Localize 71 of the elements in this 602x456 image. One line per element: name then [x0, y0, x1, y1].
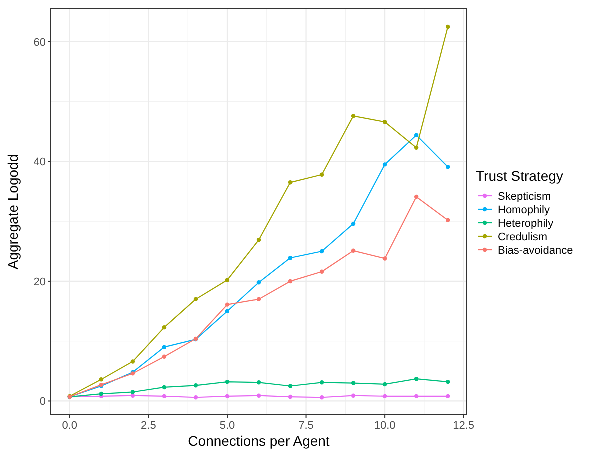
point — [288, 256, 293, 260]
x-tick-label: 5.0 — [220, 420, 236, 432]
point — [162, 354, 167, 360]
legend-label: Homophily — [498, 204, 550, 216]
point — [130, 390, 136, 394]
point — [162, 345, 167, 350]
point — [194, 297, 198, 302]
point — [288, 394, 293, 400]
legend-label: Credulism — [498, 232, 548, 244]
y-tick-label: 20 — [34, 276, 46, 288]
y-axis-title: Aggregate Logodd — [5, 154, 21, 270]
point — [320, 172, 324, 177]
point — [351, 114, 356, 118]
point — [194, 384, 198, 388]
point — [288, 180, 293, 185]
point — [162, 385, 167, 390]
y-tick-label: 60 — [34, 36, 46, 49]
point — [351, 381, 356, 386]
x-tick-label: 12.5 — [453, 420, 475, 432]
x-tick-label: 2.5 — [141, 420, 156, 432]
point — [130, 394, 136, 398]
legend-title: Trust Strategy — [476, 168, 564, 184]
point — [382, 256, 388, 261]
x-tick-label: 7.5 — [298, 420, 314, 432]
legend-label: Skepticism — [498, 191, 552, 203]
point — [288, 384, 293, 388]
x-tick-label: 10.0 — [374, 420, 396, 432]
point — [99, 392, 104, 396]
point — [351, 248, 356, 254]
point — [446, 164, 450, 170]
point — [288, 279, 293, 284]
point — [382, 394, 388, 399]
point — [194, 396, 198, 400]
point — [446, 380, 450, 384]
point — [414, 133, 419, 138]
point — [414, 376, 419, 382]
point — [130, 360, 136, 364]
point — [414, 146, 419, 150]
y-tick-label: 40 — [34, 156, 46, 169]
legend-label: Heterophily — [498, 218, 554, 230]
point — [446, 24, 450, 30]
point — [382, 382, 388, 387]
x-tick-label: 0.0 — [62, 420, 78, 432]
point — [225, 380, 230, 384]
point — [225, 394, 230, 399]
point — [256, 380, 262, 385]
point — [162, 394, 167, 399]
point — [256, 297, 262, 302]
point — [351, 394, 356, 398]
point — [99, 378, 104, 382]
y-tick-label: 0 — [40, 396, 46, 408]
point — [320, 249, 324, 254]
point — [446, 218, 450, 222]
legend-label: Bias-avoidance — [498, 245, 574, 257]
point — [320, 396, 324, 400]
point — [382, 120, 388, 124]
point — [414, 194, 419, 200]
point — [320, 380, 324, 385]
point — [225, 302, 230, 307]
point — [256, 280, 262, 285]
point — [382, 162, 388, 167]
point — [256, 238, 262, 242]
x-axis-title: Connections per Agent — [188, 433, 330, 449]
point — [351, 222, 356, 226]
point — [256, 394, 262, 398]
point — [414, 394, 419, 399]
point — [446, 394, 450, 399]
point — [162, 325, 167, 330]
point — [320, 270, 324, 274]
point — [225, 278, 230, 282]
point — [225, 309, 230, 314]
